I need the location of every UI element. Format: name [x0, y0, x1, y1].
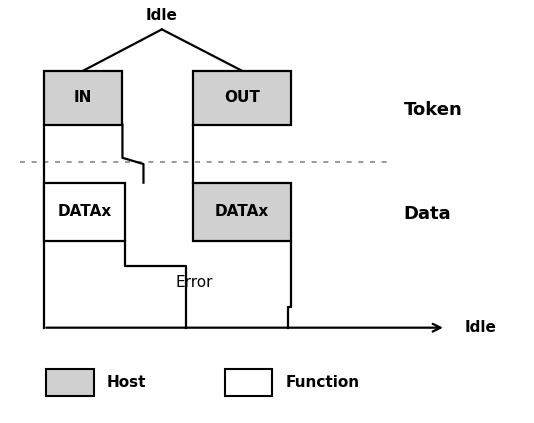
- Text: Token: Token: [404, 101, 462, 119]
- Text: Function: Function: [285, 375, 359, 390]
- Text: DATAx: DATAx: [57, 204, 112, 219]
- Bar: [44, 71, 122, 125]
- Bar: [44, 183, 125, 241]
- Bar: [46, 369, 93, 396]
- Bar: [193, 183, 290, 241]
- Text: Error: Error: [175, 275, 213, 290]
- Text: Idle: Idle: [464, 320, 496, 335]
- Text: IN: IN: [74, 90, 92, 105]
- Text: Data: Data: [404, 205, 451, 223]
- Text: DATAx: DATAx: [215, 204, 269, 219]
- Bar: [225, 369, 272, 396]
- Text: Host: Host: [107, 375, 146, 390]
- Text: Idle: Idle: [146, 8, 178, 23]
- Bar: [193, 71, 290, 125]
- Text: OUT: OUT: [224, 90, 260, 105]
